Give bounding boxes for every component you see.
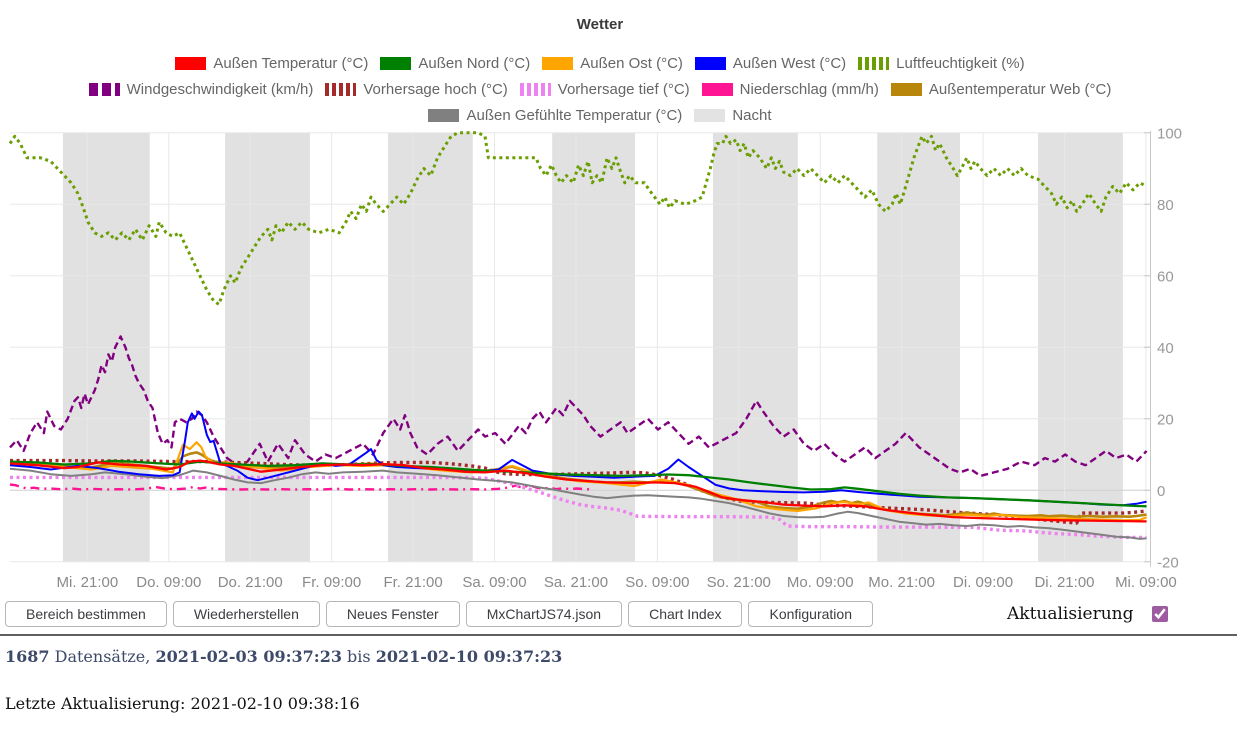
legend-swatch-icon — [890, 82, 922, 96]
legend-swatch-icon — [428, 108, 460, 122]
svg-text:So. 09:00: So. 09:00 — [625, 574, 689, 591]
svg-text:Sa. 21:00: Sa. 21:00 — [544, 574, 608, 591]
legend-item[interactable]: Außentemperatur Web (°C) — [890, 80, 1112, 98]
legend-swatch-icon — [88, 82, 120, 96]
weather-chart: 100 80 60 40 20 0 -20 Mi. 21:00 Do. 09:00 Do. 21:… — [8, 125, 1182, 591]
divider — [0, 634, 1237, 636]
svg-text:Di. 21:00: Di. 21:00 — [1034, 574, 1094, 591]
legend-swatch-icon — [694, 108, 726, 122]
legend-label: Außen Ost (°C) — [580, 54, 683, 72]
legend-label: Außentemperatur Web (°C) — [928, 80, 1112, 98]
legend-label: Luftfeuchtigkeit (%) — [896, 54, 1025, 72]
dataset-status: 1687 Datensätze, 2021-02-03 09:37:23 bis… — [5, 647, 562, 666]
legend-item[interactable]: Vorhersage hoch (°C) — [325, 80, 508, 98]
legend-item[interactable]: Luftfeuchtigkeit (%) — [858, 54, 1025, 72]
legend-label: Vorhersage hoch (°C) — [363, 80, 508, 98]
legend-label: Außen Gefühlte Temperatur (°C) — [466, 106, 683, 124]
svg-text:Fr. 09:00: Fr. 09:00 — [302, 574, 361, 591]
last-update-value: 2021-02-10 09:38:16 — [190, 694, 360, 713]
range-end: 2021-02-10 09:37:23 — [375, 647, 563, 666]
legend-swatch-icon — [325, 82, 357, 96]
svg-text:20: 20 — [1157, 411, 1174, 428]
last-update-label: Letzte Aktualisierung: — [5, 694, 191, 713]
legend-item[interactable]: Außen Temperatur (°C) — [175, 55, 368, 72]
legend-label: Nacht — [732, 106, 772, 124]
legend-row: Außen Temperatur (°C) Außen Nord (°C) Auße… — [0, 50, 1200, 76]
range-start: 2021-02-03 09:37:23 — [155, 647, 342, 666]
svg-text:40: 40 — [1157, 340, 1174, 357]
legend-label: Vorhersage tief (°C) — [557, 80, 690, 98]
legend-label: Außen Temperatur (°C) — [213, 54, 369, 72]
svg-text:Fr. 21:00: Fr. 21:00 — [383, 574, 442, 591]
wiederherstellen-button[interactable]: Wiederherstellen — [172, 601, 320, 627]
legend-label: Außen West (°C) — [732, 54, 847, 72]
legend-label: Außen Nord (°C) — [418, 54, 531, 72]
legend-swatch-icon — [694, 56, 726, 70]
chart-legend: Außen Temperatur (°C) Außen Nord (°C) Auße… — [0, 50, 1200, 128]
legend-swatch-icon — [858, 56, 890, 70]
legend-item[interactable]: Niederschlag (mm/h) — [701, 80, 879, 98]
svg-text:So. 21:00: So. 21:00 — [707, 574, 771, 591]
neues-fenster-button[interactable]: Neues Fenster — [325, 601, 460, 627]
legend-item[interactable]: Außen Nord (°C) — [380, 55, 530, 72]
aktualisierung-checkbox[interactable] — [1151, 606, 1168, 622]
chart-index-button[interactable]: Chart Index — [628, 601, 743, 627]
bereich-bestimmen-button[interactable]: Bereich bestimmen — [5, 601, 167, 627]
legend-item[interactable]: Außen West (°C) — [694, 54, 847, 72]
legend-swatch-icon — [542, 56, 574, 70]
legend-row: Windgeschwindigkeit (km/h) Vorhersage hoc… — [0, 76, 1200, 102]
legend-item[interactable]: Windgeschwindigkeit (km/h) — [88, 80, 314, 98]
dataset-count: 1687 — [5, 647, 50, 666]
svg-text:-20: -20 — [1157, 554, 1179, 571]
aktualisierung-label: Aktualisierung — [1007, 604, 1134, 624]
dataset-label: Datensätze, — [49, 647, 156, 666]
svg-text:Mo. 21:00: Mo. 21:00 — [868, 574, 935, 591]
mxchartjs-json-button[interactable]: MxChartJS74.json — [465, 601, 623, 627]
svg-text:Mi. 09:00: Mi. 09:00 — [1115, 574, 1177, 591]
legend-swatch-icon — [701, 82, 733, 96]
legend-row: Außen Gefühlte Temperatur (°C) Nacht — [0, 102, 1200, 128]
legend-item[interactable]: Außen Gefühlte Temperatur (°C) — [428, 107, 682, 124]
aktualisierung-control: Aktualisierung — [1007, 603, 1171, 625]
svg-text:Mi. 21:00: Mi. 21:00 — [57, 574, 119, 591]
legend-swatch-icon — [175, 56, 207, 70]
svg-text:Sa. 09:00: Sa. 09:00 — [462, 574, 526, 591]
legend-item[interactable]: Außen Ost (°C) — [542, 55, 683, 72]
svg-text:Mo. 09:00: Mo. 09:00 — [787, 574, 854, 591]
svg-text:60: 60 — [1157, 268, 1174, 285]
svg-text:80: 80 — [1157, 197, 1174, 214]
konfiguration-button[interactable]: Konfiguration — [748, 601, 873, 627]
last-update: Letzte Aktualisierung: 2021-02-10 09:38:… — [5, 694, 360, 713]
legend-label: Niederschlag (mm/h) — [739, 80, 879, 98]
svg-text:0: 0 — [1157, 483, 1165, 500]
legend-swatch-icon — [519, 82, 551, 96]
svg-text:Do. 09:00: Do. 09:00 — [136, 574, 201, 591]
legend-item[interactable]: Vorhersage tief (°C) — [519, 80, 690, 98]
toolbar: Bereich bestimmen Wiederherstellen Neues F… — [5, 601, 873, 627]
legend-swatch-icon — [380, 56, 412, 70]
svg-text:Di. 09:00: Di. 09:00 — [953, 574, 1013, 591]
page-title: Wetter — [576, 16, 624, 33]
legend-item[interactable]: Nacht — [694, 106, 772, 124]
svg-text:100: 100 — [1157, 125, 1182, 142]
legend-label: Windgeschwindigkeit (km/h) — [126, 80, 314, 98]
svg-text:Do. 21:00: Do. 21:00 — [218, 574, 283, 591]
range-separator: bis — [341, 647, 376, 666]
